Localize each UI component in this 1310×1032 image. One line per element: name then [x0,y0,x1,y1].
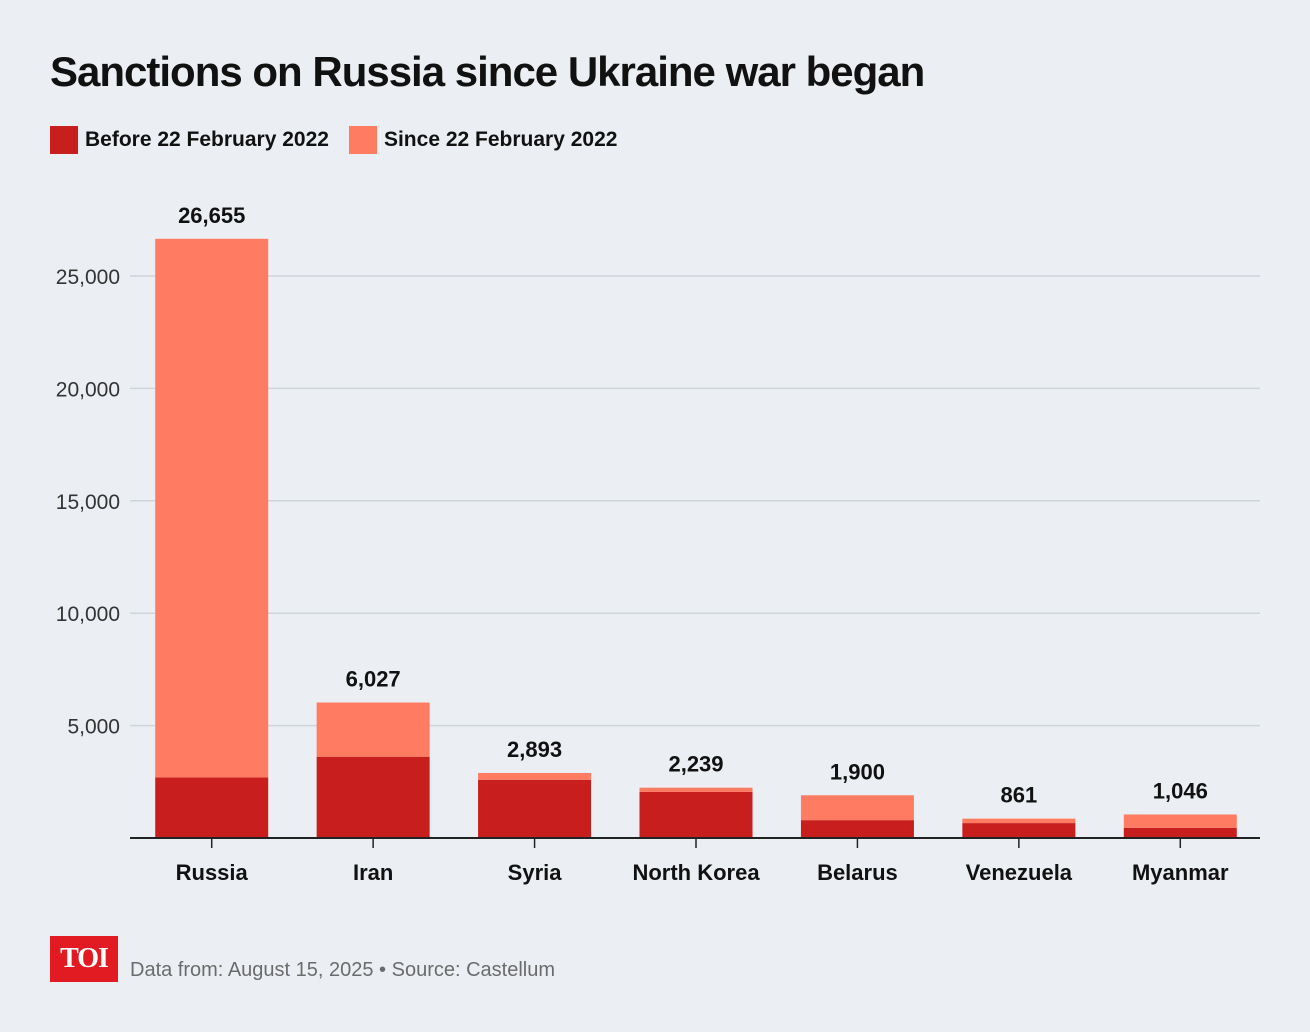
x-tick-label: Syria [508,860,563,885]
bar-segment-since [478,772,592,780]
bar-segment-before [478,779,592,838]
source-note: Data from: August 15, 2025 • Source: Cas… [130,959,555,981]
x-tick-label: Belarus [817,860,898,885]
legend-item-before: Before 22 February 2022 [50,126,329,154]
data-label: 1,900 [830,759,885,784]
footer: TOI Data from: August 15, 2025 • Source:… [50,936,555,982]
bar-segment-since [316,702,430,757]
bar-segment-before [962,823,1076,838]
legend-swatch-since [348,126,377,154]
data-label: 1,046 [1153,778,1208,803]
data-label: 2,239 [668,752,723,777]
y-tick-label: 15,000 [56,491,120,514]
stacked-bar-chart: 5,000 10,000 15,000 20,000 25,000 26,655 Russi… [56,203,1260,885]
bar-segment-since [1123,814,1237,828]
x-tick-label: Venezuela [966,860,1073,885]
x-tick-label: Russia [176,860,249,885]
toi-logo: TOI [50,936,118,982]
x-tick-label: Myanmar [1132,860,1229,885]
legend-item-since: Since 22 February 2022 [348,126,618,154]
x-tick-label: Iran [353,860,393,885]
bar-segment-before [316,756,430,838]
y-tick-label: 20,000 [56,378,120,401]
x-tick-label: North Korea [632,860,760,885]
data-label: 6,027 [346,667,401,692]
bar-segment-since [962,818,1076,824]
data-label: 2,893 [507,737,562,762]
bar-segment-since [639,787,753,792]
legend-swatch-before [50,126,78,154]
y-tick-label: 5,000 [67,716,120,739]
legend-label-before: Before 22 February 2022 [85,128,329,151]
bar-segment-since [800,795,914,821]
y-tick-label: 10,000 [56,603,120,626]
data-label: 861 [1000,783,1037,808]
bar-segment-before [1123,827,1237,838]
bar-segment-before [639,791,753,838]
legend-label-since: Since 22 February 2022 [383,128,618,151]
chart-title: Sanctions on Russia since Ukraine war be… [50,48,925,95]
bar-segment-before [800,820,914,838]
legend: Before 22 February 2022 Since 22 Februar… [50,126,637,154]
bar-segment-since [155,238,269,778]
data-label: 26,655 [178,203,245,228]
y-tick-label: 25,000 [56,266,120,289]
bar-segment-before [155,777,269,838]
